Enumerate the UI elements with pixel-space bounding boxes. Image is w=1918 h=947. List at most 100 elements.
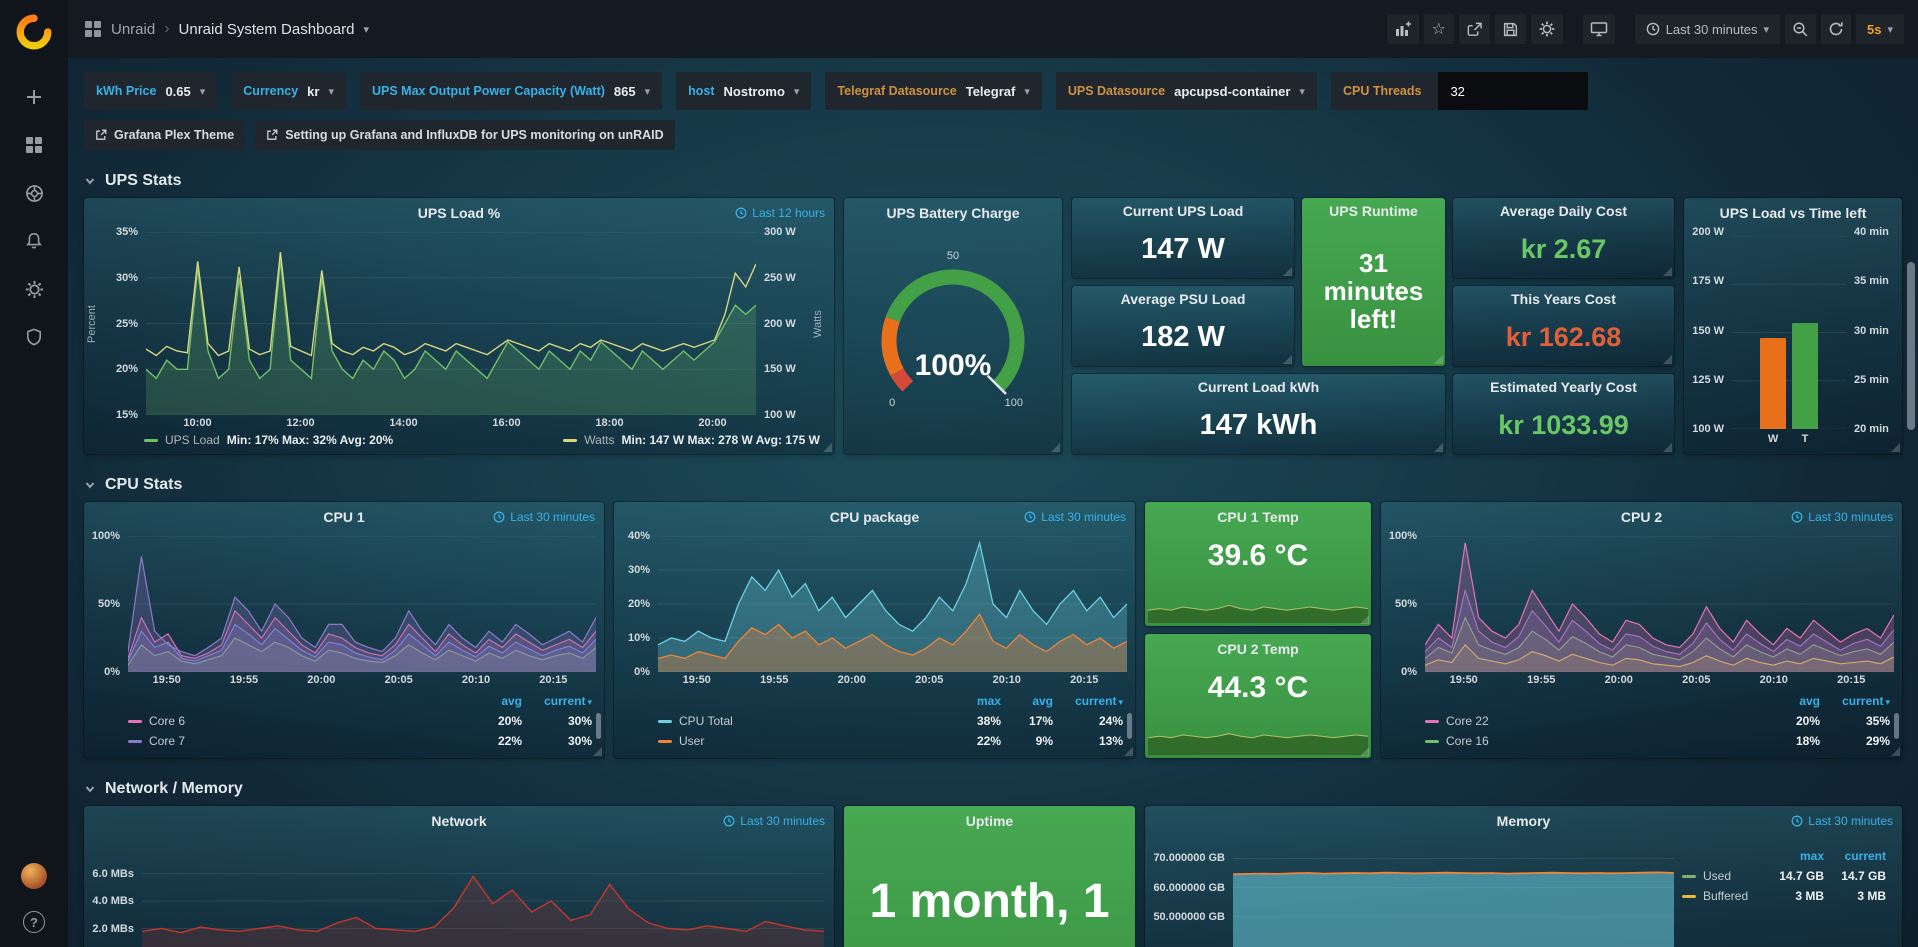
series-name[interactable]: Core 16 — [1425, 734, 1764, 748]
panel-title[interactable]: CPU 2 — [1620, 509, 1663, 525]
chart-legend: avg current ▾ Core 6 20% 30% Core 7 22% 3… — [84, 689, 604, 758]
time-range-picker[interactable]: Last 30 minutes ▾ — [1634, 14, 1780, 44]
panel-title[interactable]: Uptime — [965, 813, 1014, 829]
series-name[interactable]: Core 6 — [128, 714, 466, 728]
breadcrumb-app[interactable]: Unraid — [111, 20, 156, 38]
dashboard-content: kWh Price 0.65 ▾ Currency kr ▾ UPS Max O… — [68, 58, 1918, 947]
panel-title[interactable]: Current UPS Load — [1122, 203, 1244, 219]
panel-time-badge[interactable]: Last 30 minutes — [493, 510, 595, 524]
user-avatar[interactable] — [21, 863, 47, 889]
panel-title[interactable]: UPS Runtime — [1329, 203, 1418, 219]
dashboard-title-caret-icon[interactable]: ▾ — [363, 23, 369, 36]
panel-title[interactable]: This Years Cost — [1511, 291, 1616, 307]
cycle-view-button[interactable] — [1582, 14, 1615, 44]
panel-time-badge[interactable]: Last 30 minutes — [723, 814, 825, 828]
legend-sort-current[interactable]: current ▾ — [544, 694, 592, 708]
ups-load-chart[interactable] — [146, 232, 756, 415]
legend-row: Core 6 20% 30% — [128, 711, 592, 731]
cpu1-chart[interactable] — [128, 536, 596, 672]
panel-title[interactable]: Average PSU Load — [1120, 291, 1246, 307]
stat-value: 31 minutes left! — [1323, 247, 1424, 335]
page-scrollbar[interactable] — [1907, 262, 1915, 430]
explore-icon[interactable] — [23, 182, 45, 204]
section-cpu-stats[interactable]: CPU Stats — [84, 476, 1902, 494]
dashboard-settings-button[interactable] — [1530, 14, 1563, 44]
caret-down-icon: ▾ — [587, 697, 592, 707]
legend-sort-current[interactable]: current — [1844, 849, 1886, 863]
legend-sort-max[interactable]: max — [1799, 849, 1824, 863]
y-axis-left: 200 W 175 W 150 W 125 W 100 W — [1692, 226, 1724, 435]
variable-kwh-price[interactable]: kWh Price 0.65 ▾ — [84, 72, 218, 110]
legend-sort-current[interactable]: current ▾ — [1075, 694, 1123, 708]
legend-sort-avg[interactable]: avg — [1032, 694, 1053, 708]
panel-title[interactable]: UPS Battery Charge — [886, 205, 1020, 221]
panel-time-badge[interactable]: Last 30 minutes — [1791, 814, 1893, 828]
cpu-threads-input[interactable]: 32 — [1438, 72, 1589, 110]
memory-chart[interactable] — [1233, 844, 1674, 947]
section-ups-stats[interactable]: UPS Stats — [84, 172, 1902, 190]
panel-title[interactable]: CPU 1 Temp — [1217, 509, 1299, 525]
alerting-bell-icon[interactable] — [23, 230, 45, 252]
panel-time-badge[interactable]: Last 30 minutes — [1791, 510, 1893, 524]
cpu2-chart[interactable] — [1425, 536, 1894, 672]
section-network-memory[interactable]: Network / Memory — [84, 780, 1902, 798]
series-name[interactable]: UPS Load — [165, 433, 220, 447]
legend-sort-avg[interactable]: avg — [501, 694, 522, 708]
save-dashboard-button[interactable] — [1494, 14, 1526, 44]
network-chart[interactable] — [142, 846, 824, 947]
link-ups-monitoring-guide[interactable]: Setting up Grafana and InfluxDB for UPS … — [255, 120, 675, 150]
share-dashboard-button[interactable] — [1458, 14, 1490, 44]
legend-scrollbar[interactable] — [1894, 713, 1899, 739]
panel-title[interactable]: Average Daily Cost — [1499, 203, 1628, 219]
panel-title[interactable]: Memory — [1496, 813, 1551, 829]
refresh-interval-picker[interactable]: 5s ▾ — [1856, 14, 1904, 44]
panel-time-badge[interactable]: Last 30 minutes — [1024, 510, 1126, 524]
legend-scrollbar[interactable] — [1127, 713, 1132, 739]
star-icon: ☆ — [1431, 21, 1446, 38]
panel-title[interactable]: CPU 1 — [323, 509, 365, 525]
panel-title[interactable]: UPS Load % — [417, 205, 501, 221]
series-name[interactable]: User — [658, 734, 949, 748]
zoom-out-button[interactable] — [1785, 14, 1816, 44]
dashboard-title[interactable]: Unraid System Dashboard — [178, 20, 355, 38]
panel-cpu1: CPU 1 Last 30 minutes 100% 50% 0% 19:50 19:… — [84, 502, 604, 758]
create-icon[interactable] — [23, 86, 45, 108]
help-icon[interactable]: ? — [23, 911, 45, 933]
grafana-logo[interactable] — [14, 12, 54, 52]
series-name[interactable]: Watts — [584, 433, 615, 447]
battery-gauge[interactable]: 0 50 100 100% — [844, 228, 1062, 454]
ups-vs-time-bars[interactable] — [1732, 236, 1846, 429]
series-name[interactable]: CPU Total — [658, 714, 949, 728]
legend-sort-max[interactable]: max — [976, 694, 1001, 708]
dashboards-icon[interactable] — [23, 134, 45, 156]
variable-host[interactable]: host Nostromo ▾ — [676, 72, 812, 110]
series-name[interactable]: Used — [1682, 869, 1762, 883]
panel-title[interactable]: Current Load kWh — [1197, 379, 1320, 395]
legend-sort-current[interactable]: current ▾ — [1842, 694, 1890, 708]
series-name[interactable]: Buffered — [1682, 889, 1762, 903]
refresh-button[interactable] — [1821, 14, 1851, 44]
star-dashboard-button[interactable]: ☆ — [1423, 14, 1454, 44]
variable-currency[interactable]: Currency kr ▾ — [231, 72, 346, 110]
variable-ups-max-output[interactable]: UPS Max Output Power Capacity (Watt) 865… — [360, 72, 663, 110]
server-admin-shield-icon[interactable] — [23, 326, 45, 348]
series-name[interactable]: Core 22 — [1425, 714, 1764, 728]
panel-title[interactable]: Estimated Yearly Cost — [1490, 379, 1637, 395]
legend-sort-avg[interactable]: avg — [1799, 694, 1820, 708]
configuration-gear-icon[interactable] — [23, 278, 45, 300]
variable-ups-datasource[interactable]: UPS Datasource apcupsd-container ▾ — [1055, 72, 1317, 110]
series-name[interactable]: Core 7 — [128, 734, 466, 748]
variable-telegraf-datasource[interactable]: Telegraf Datasource Telegraf ▾ — [825, 72, 1042, 110]
apps-grid-icon[interactable] — [84, 20, 102, 38]
panel-title[interactable]: CPU package — [829, 509, 920, 525]
cpu-package-chart[interactable] — [658, 536, 1127, 672]
link-grafana-plex-theme[interactable]: Grafana Plex Theme — [84, 120, 246, 150]
panel-time-badge[interactable]: Last 12 hours — [735, 206, 825, 220]
panel-title[interactable]: Network — [431, 813, 487, 829]
add-panel-button[interactable] — [1386, 14, 1419, 44]
panel-title[interactable]: UPS Load vs Time left — [1719, 205, 1867, 221]
grafana-logo-icon — [16, 14, 52, 50]
bar-chart-plus-icon — [1395, 21, 1411, 36]
panel-title[interactable]: CPU 2 Temp — [1217, 641, 1299, 657]
legend-scrollbar[interactable] — [596, 713, 601, 739]
